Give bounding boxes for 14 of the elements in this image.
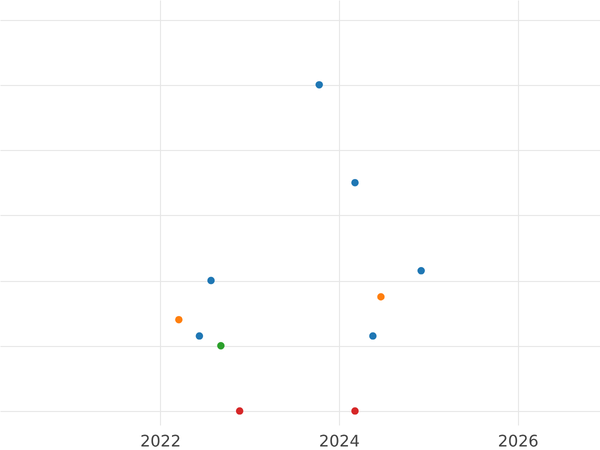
x-tick-label: 2026 <box>498 432 539 450</box>
point <box>236 407 244 415</box>
point <box>351 178 359 186</box>
point <box>316 81 323 89</box>
point <box>417 267 425 274</box>
point <box>207 276 215 284</box>
point <box>351 407 359 415</box>
point <box>217 342 225 350</box>
point <box>377 293 385 301</box>
x-tick-label: 2022 <box>140 432 181 450</box>
x-tick-label: 2024 <box>319 432 360 450</box>
point <box>196 332 204 340</box>
point <box>369 332 377 340</box>
point <box>175 316 183 324</box>
